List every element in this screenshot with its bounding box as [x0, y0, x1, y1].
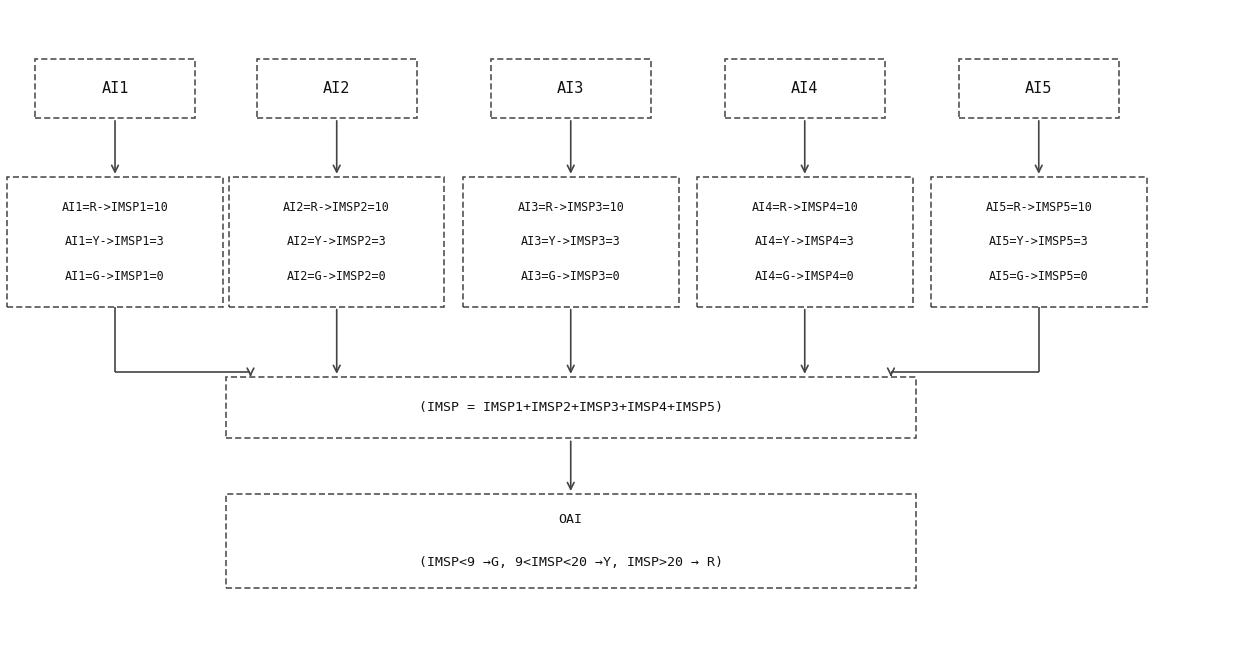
FancyBboxPatch shape — [697, 177, 913, 306]
Text: AI1=R->IMSP1=10: AI1=R->IMSP1=10 — [62, 201, 169, 214]
Text: AI1=Y->IMSP1=3: AI1=Y->IMSP1=3 — [66, 235, 165, 248]
Text: AI2=G->IMSP2=0: AI2=G->IMSP2=0 — [286, 270, 387, 283]
Text: AI3=Y->IMSP3=3: AI3=Y->IMSP3=3 — [521, 235, 620, 248]
Text: AI2=R->IMSP2=10: AI2=R->IMSP2=10 — [283, 201, 391, 214]
FancyBboxPatch shape — [931, 177, 1147, 306]
FancyBboxPatch shape — [226, 377, 915, 438]
Text: AI5=G->IMSP5=0: AI5=G->IMSP5=0 — [988, 270, 1089, 283]
Text: AI5=R->IMSP5=10: AI5=R->IMSP5=10 — [986, 201, 1092, 214]
FancyBboxPatch shape — [229, 177, 444, 306]
Text: AI3=R->IMSP3=10: AI3=R->IMSP3=10 — [517, 201, 624, 214]
Text: AI5=Y->IMSP5=3: AI5=Y->IMSP5=3 — [988, 235, 1089, 248]
Text: AI1=G->IMSP1=0: AI1=G->IMSP1=0 — [66, 270, 165, 283]
Text: AI4=G->IMSP4=0: AI4=G->IMSP4=0 — [755, 270, 854, 283]
Text: AI4=Y->IMSP4=3: AI4=Y->IMSP4=3 — [755, 235, 854, 248]
Text: AI2=Y->IMSP2=3: AI2=Y->IMSP2=3 — [286, 235, 387, 248]
FancyBboxPatch shape — [959, 59, 1118, 118]
Text: AI3=G->IMSP3=0: AI3=G->IMSP3=0 — [521, 270, 620, 283]
FancyBboxPatch shape — [226, 494, 915, 588]
FancyBboxPatch shape — [257, 59, 417, 118]
Text: AI4: AI4 — [791, 81, 818, 96]
FancyBboxPatch shape — [463, 177, 678, 306]
Text: AI1: AI1 — [102, 81, 129, 96]
Text: AI5: AI5 — [1025, 81, 1053, 96]
FancyBboxPatch shape — [35, 59, 195, 118]
Text: AI3: AI3 — [557, 81, 584, 96]
Text: (IMSP<9 →G, 9<IMSP<20 →Y, IMSP>20 → R): (IMSP<9 →G, 9<IMSP<20 →Y, IMSP>20 → R) — [419, 556, 723, 569]
Text: AI2: AI2 — [324, 81, 351, 96]
Text: AI4=R->IMSP4=10: AI4=R->IMSP4=10 — [751, 201, 858, 214]
FancyBboxPatch shape — [724, 59, 885, 118]
Text: OAI: OAI — [559, 513, 583, 527]
FancyBboxPatch shape — [7, 177, 223, 306]
Text: (IMSP = IMSP1+IMSP2+IMSP3+IMSP4+IMSP5): (IMSP = IMSP1+IMSP2+IMSP3+IMSP4+IMSP5) — [419, 401, 723, 414]
FancyBboxPatch shape — [491, 59, 651, 118]
